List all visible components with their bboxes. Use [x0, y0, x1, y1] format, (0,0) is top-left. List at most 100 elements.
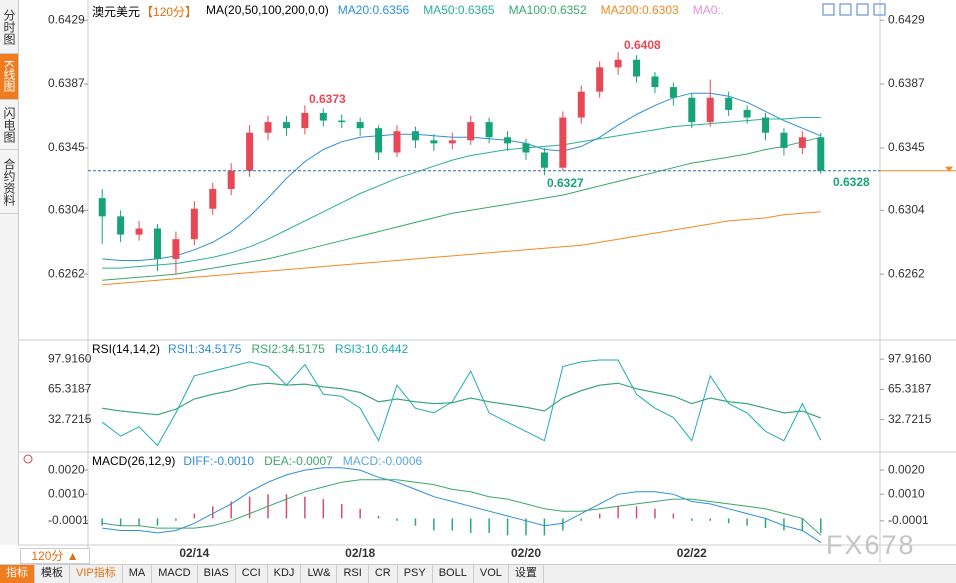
legend-entry: MA100:0.6352 — [508, 3, 587, 17]
toolbar-button[interactable]: VIP指标 — [70, 565, 123, 583]
candle-body — [430, 140, 438, 144]
y-tick-label: 0.6387 — [48, 76, 85, 90]
series-line — [102, 211, 821, 286]
y-tick-label: 0.0020 — [48, 462, 85, 476]
ma-legend: MA20:0.6356 MA50:0.6365 MA100:0.6352 MA200:… — [338, 3, 724, 20]
candle-body — [596, 67, 604, 92]
candle-body — [301, 112, 309, 129]
candle-body — [153, 228, 161, 259]
y-tick-label: 0.6262 — [48, 266, 85, 280]
toolbar-button[interactable]: BIAS — [198, 565, 236, 583]
toolbar: 指标 模板 VIP指标 MA MACD BIAS CCI KDJ LW& RSI CR PSY BOLL… — [0, 564, 956, 583]
toolbar-button[interactable]: LW& — [301, 565, 338, 583]
series-line — [102, 382, 821, 419]
last-price-arrow — [945, 166, 953, 172]
candle-body — [117, 216, 125, 235]
rsi-series: RSI1:34.5175 RSI2:34.5175 RSI3:10.6442 — [168, 342, 408, 356]
low-annotation: 0.6327 — [547, 176, 584, 190]
candle-body — [227, 170, 235, 189]
toolbar-button[interactable]: 指标 — [0, 565, 35, 583]
legend-entry: DEA:-0.0007 — [264, 454, 333, 468]
toolbar-button[interactable]: 设置 — [509, 565, 544, 583]
legend-entry: RSI2:34.5175 — [251, 342, 325, 356]
legend-entry: MACD:-0.0006 — [342, 454, 423, 468]
candle-body — [98, 198, 106, 217]
series-line — [102, 136, 821, 281]
toolbar-button[interactable]: 模板 — [35, 565, 70, 583]
candle-body — [725, 97, 733, 110]
rsi-legend: RSI(14,14,2) RSI1:34.5175 RSI2:34.5175 RSI… — [92, 342, 408, 356]
toolbar-button[interactable]: MA — [123, 565, 153, 583]
candle-body — [338, 120, 346, 123]
candle-body — [190, 208, 198, 240]
window-icons — [822, 3, 886, 16]
legend-entry: DIFF:-0.0010 — [183, 454, 255, 468]
x-tick-label: 02/20 — [511, 546, 541, 560]
y-tick-label: 0.6429 — [888, 12, 925, 26]
y-tick-label: 0.6429 — [48, 12, 85, 26]
toolbar-button[interactable]: KDJ — [268, 565, 302, 583]
candle-body — [633, 59, 641, 77]
candle-body — [172, 239, 180, 259]
candle-body — [504, 137, 512, 144]
high-annotation: 0.6373 — [309, 92, 346, 106]
candle-body — [780, 132, 788, 148]
toolbar-button[interactable]: PSY — [398, 565, 433, 583]
y-tick-label: 65.3187 — [888, 382, 932, 396]
y-tick-label: -0.0001 — [888, 513, 929, 527]
candle-body — [522, 143, 530, 153]
candle-body — [743, 109, 751, 118]
candle-body — [135, 228, 143, 235]
tab[interactable]: 合约资料 — [0, 150, 18, 214]
macd-title: MACD(26,12,9) — [92, 454, 176, 468]
toolbar-button[interactable]: CR — [369, 565, 398, 583]
icon[interactable] — [856, 3, 869, 16]
tab[interactable]: K线图 — [0, 54, 18, 100]
x-tick-label: 02/22 — [677, 546, 707, 560]
candle-body — [706, 97, 714, 123]
toolbar-button[interactable]: BOLL — [433, 565, 474, 583]
legend-entry: MA20:0.6356 — [337, 3, 410, 17]
series-line — [102, 479, 822, 536]
y-tick-label: 0.6304 — [888, 202, 925, 216]
candle-body — [209, 188, 217, 209]
legend-entry: MA200:0.6303 — [600, 3, 679, 17]
y-tick-label: 0.6262 — [888, 266, 925, 280]
tab[interactable]: 闪电图 — [0, 100, 18, 150]
x-tick-label: 02/14 — [179, 546, 209, 560]
tab[interactable]: 分时图 — [0, 0, 18, 54]
period-label: 【120分】 — [141, 5, 198, 19]
series-line — [102, 92, 821, 261]
y-tick-label: 32.7215 — [48, 412, 92, 426]
icon[interactable] — [839, 3, 852, 16]
y-tick-label: 0.0010 — [48, 486, 85, 500]
candle-body — [651, 76, 659, 88]
toolbar-button[interactable]: MACD — [152, 565, 198, 583]
high-annotation: 0.6408 — [624, 38, 661, 52]
toolbar-button[interactable]: CCI — [236, 565, 268, 583]
candle-body — [577, 91, 585, 118]
candle-body — [264, 122, 272, 133]
icon[interactable] — [873, 3, 886, 16]
y-tick-label: 0.6304 — [48, 202, 85, 216]
candle-body — [485, 122, 493, 138]
y-tick-label: 32.7215 — [888, 412, 932, 426]
toolbar-button[interactable]: VOL — [474, 565, 509, 583]
period-button[interactable]: 120分 ▲ — [20, 548, 90, 564]
candle-body — [798, 137, 806, 148]
candle-body — [411, 131, 419, 141]
candle-body — [375, 128, 383, 153]
settings-icon[interactable] — [23, 454, 33, 464]
candle-body — [762, 117, 770, 133]
candle-body — [688, 97, 696, 123]
sidebar: 分时图 K线图 闪电图 合约资料 — [0, 0, 19, 545]
y-tick-label: 0.6345 — [888, 140, 925, 154]
toolbar-button[interactable]: RSI — [337, 565, 369, 583]
symbol: 澳元美元 — [92, 5, 141, 19]
legend-entry: MA0:. — [692, 3, 725, 17]
icon[interactable] — [822, 3, 835, 16]
y-tick-label: -0.0001 — [48, 513, 89, 527]
price-legend: 澳元美元 【120分】 MA(20,50,100,200,0,0) MA20:0… — [92, 3, 724, 20]
